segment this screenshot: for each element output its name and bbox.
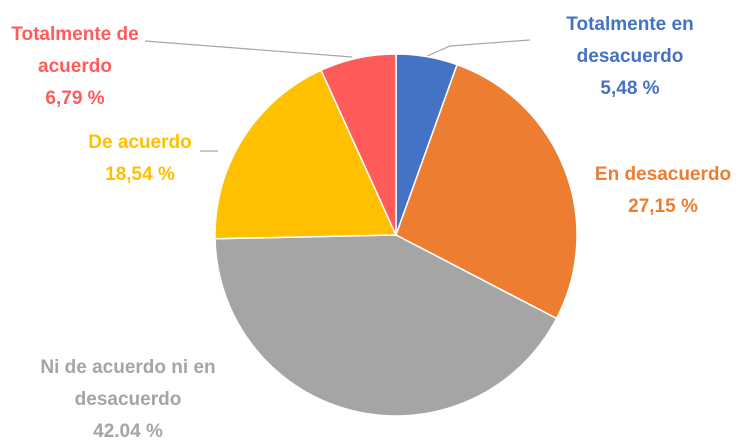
leader-line [424,39,531,58]
value-label: 6,79 % [45,88,105,109]
data-label: Totalmente de acuerdo 6,79 % [0,19,150,115]
leader-line [144,40,353,58]
pie-slice [320,53,397,236]
value-label: 27,15 % [628,196,698,217]
data-label: Totalmente en desacuerdo 5,48 % [540,9,720,105]
pie-slice [214,234,558,417]
pie-slice [395,63,578,320]
pie-slice [214,69,398,240]
category-label: De acuerdo [88,132,192,153]
data-label: En desacuerdo 27,15 % [565,159,744,223]
data-label: Ni de acuerdo ni en desacuerdo 42.04 % [30,352,226,441]
category-label: Totalmente en desacuerdo [566,14,694,67]
value-label: 42.04 % [93,421,163,441]
category-label: En desacuerdo [594,164,732,185]
category-label: Ni de acuerdo ni en desacuerdo [40,357,216,410]
value-label: 18,54 % [105,164,175,185]
data-label: De acuerdo 18,54 % [60,127,220,191]
leader-lines [144,39,531,152]
value-label: 5,48 % [600,78,660,99]
category-label: Totalmente de acuerdo [11,24,139,77]
